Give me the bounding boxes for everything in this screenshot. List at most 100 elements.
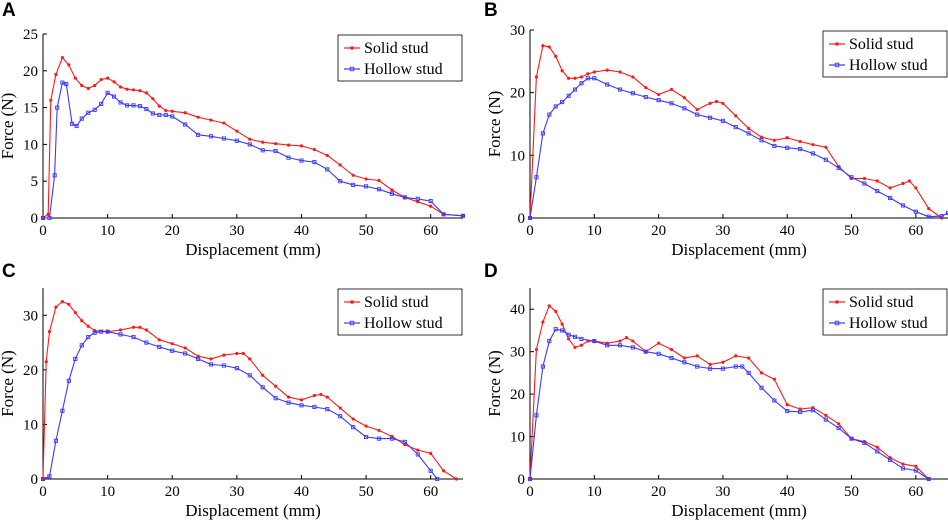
data-point [721,101,725,105]
data-point [810,151,816,156]
data-point [364,184,369,189]
data-point [605,68,609,72]
data-point [312,393,316,398]
legend: Solid stud Hollow stud [337,288,463,336]
legend-marker [834,320,840,326]
data-point [862,181,867,186]
data-point [125,87,129,91]
x-tick-label: 0 [39,223,47,239]
data-point [389,436,394,441]
data-point [325,407,330,412]
data-point [772,138,776,142]
data-point [631,339,635,343]
data-point [99,329,104,334]
y-tick-label: 20 [23,363,38,379]
data-point [849,175,854,180]
data-point [99,78,103,82]
data-point [299,144,304,148]
data-point [862,176,867,181]
data-point [248,137,252,141]
x-tick-label: 20 [165,484,180,500]
data-point [849,436,854,441]
data-point [708,366,713,371]
data-point [772,143,777,148]
data-point [73,310,77,315]
data-point [875,189,880,194]
data-point [643,349,648,354]
data-point [131,88,136,92]
data-point [209,357,213,361]
data-point [875,449,880,454]
data-point [527,215,533,221]
data-point [138,89,142,93]
data-point [560,100,565,105]
data-point [631,75,635,79]
data-point [234,366,239,371]
data-point [248,357,252,361]
data-point [695,112,700,117]
data-point [747,356,751,360]
legend-label: Hollow stud [849,315,928,332]
x-tick-label: 10 [100,223,115,239]
data-point [547,45,551,49]
legend-marker [835,300,839,304]
series-line-hollow-stud [42,331,438,480]
data-point [785,403,789,407]
x-tick-label: 20 [165,223,180,239]
data-point [55,105,60,110]
data-point [112,94,117,99]
data-point [376,187,382,192]
data-point [900,203,906,208]
data-point [47,330,52,334]
data-point [618,339,622,343]
data-point [541,44,545,48]
data-point [53,438,58,443]
data-point [106,76,110,80]
data-point [222,121,226,125]
data-point [416,448,420,452]
data-point [428,199,433,204]
data-point [52,173,57,178]
data-point [402,195,407,200]
data-point [747,126,751,130]
data-point [137,104,142,109]
series-markers-solid-stud [528,304,931,481]
data-point [669,347,674,352]
data-point [579,336,584,341]
data-point [586,72,590,76]
data-point [527,476,533,482]
series-line-hollow-stud [529,77,948,219]
data-point [80,83,84,88]
y-tick-label: 20 [510,387,525,403]
panel-letter: C [2,261,16,282]
data-point [617,87,623,92]
x-tick-label: 20 [651,223,666,239]
data-point [196,115,200,119]
data-point [93,328,97,333]
data-point [734,114,738,118]
data-point [351,417,355,421]
data-point [364,434,369,440]
data-point [112,80,116,84]
data-point [785,409,790,414]
data-point [325,395,329,399]
data-point [656,98,661,103]
data-point [376,436,382,441]
data-point [86,110,91,115]
data-point [73,356,78,361]
legend-label: Hollow stud [364,61,443,78]
data-point [415,452,420,457]
data-point [759,385,764,390]
x-tick-label: 40 [294,223,309,239]
x-tick-label: 60 [908,223,923,239]
y-tick-label: 0 [518,211,526,227]
data-point [208,362,214,367]
data-point [617,343,623,348]
data-point [312,404,317,410]
data-point [708,101,712,105]
data-point [442,469,446,473]
data-point [547,339,552,344]
data-point [86,335,91,340]
data-point [823,417,828,422]
data-point [389,191,394,196]
